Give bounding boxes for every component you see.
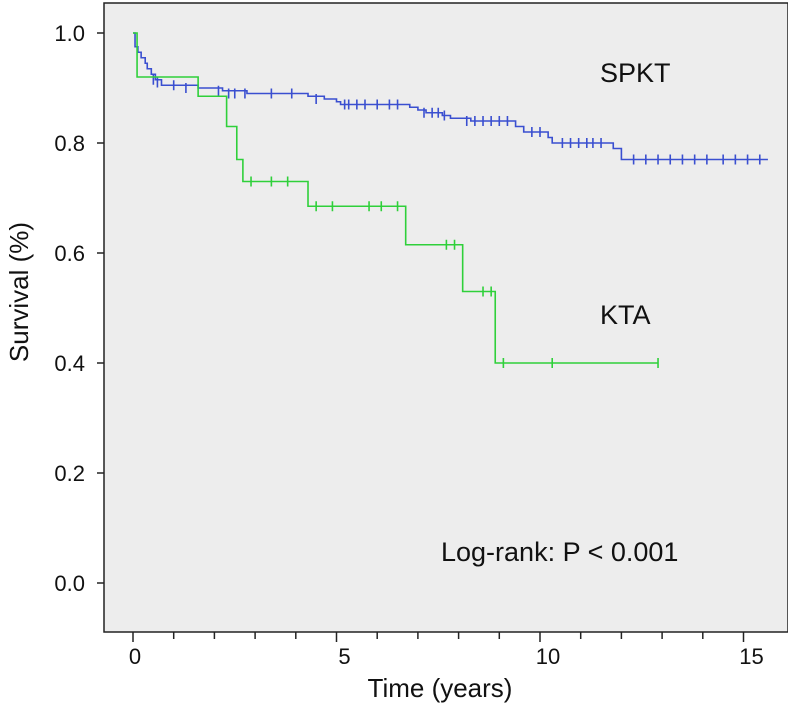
x-axis-title: Time (years) bbox=[368, 673, 513, 703]
series-line-spkt bbox=[133, 32, 768, 161]
y-tick-label: 1.0 bbox=[54, 21, 85, 46]
series-line-kta bbox=[133, 32, 659, 364]
x-tick-label: 15 bbox=[739, 644, 763, 669]
y-tick-label: 0.0 bbox=[54, 571, 85, 596]
y-tick-label: 0.2 bbox=[54, 461, 85, 486]
x-tick-label: 5 bbox=[338, 644, 350, 669]
x-tick-label: 10 bbox=[536, 644, 560, 669]
y-axis-title: Survival (%) bbox=[4, 222, 34, 362]
y-tick-label: 0.4 bbox=[54, 351, 85, 376]
annotation-spkt: SPKT bbox=[600, 58, 671, 88]
series-layer bbox=[133, 32, 768, 368]
y-axis: 0.0 0.2 0.4 0.6 0.8 1.0 bbox=[54, 21, 104, 596]
y-tick-label: 0.6 bbox=[54, 241, 85, 266]
x-axis: 0 5 10 15 bbox=[129, 632, 764, 669]
plot-area bbox=[103, 2, 788, 633]
x-tick-label: 0 bbox=[129, 644, 141, 669]
annotation-kta: KTA bbox=[600, 300, 651, 330]
y-tick-label: 0.8 bbox=[54, 131, 85, 156]
annotation-logrank: Log-rank: P < 0.001 bbox=[441, 537, 678, 567]
